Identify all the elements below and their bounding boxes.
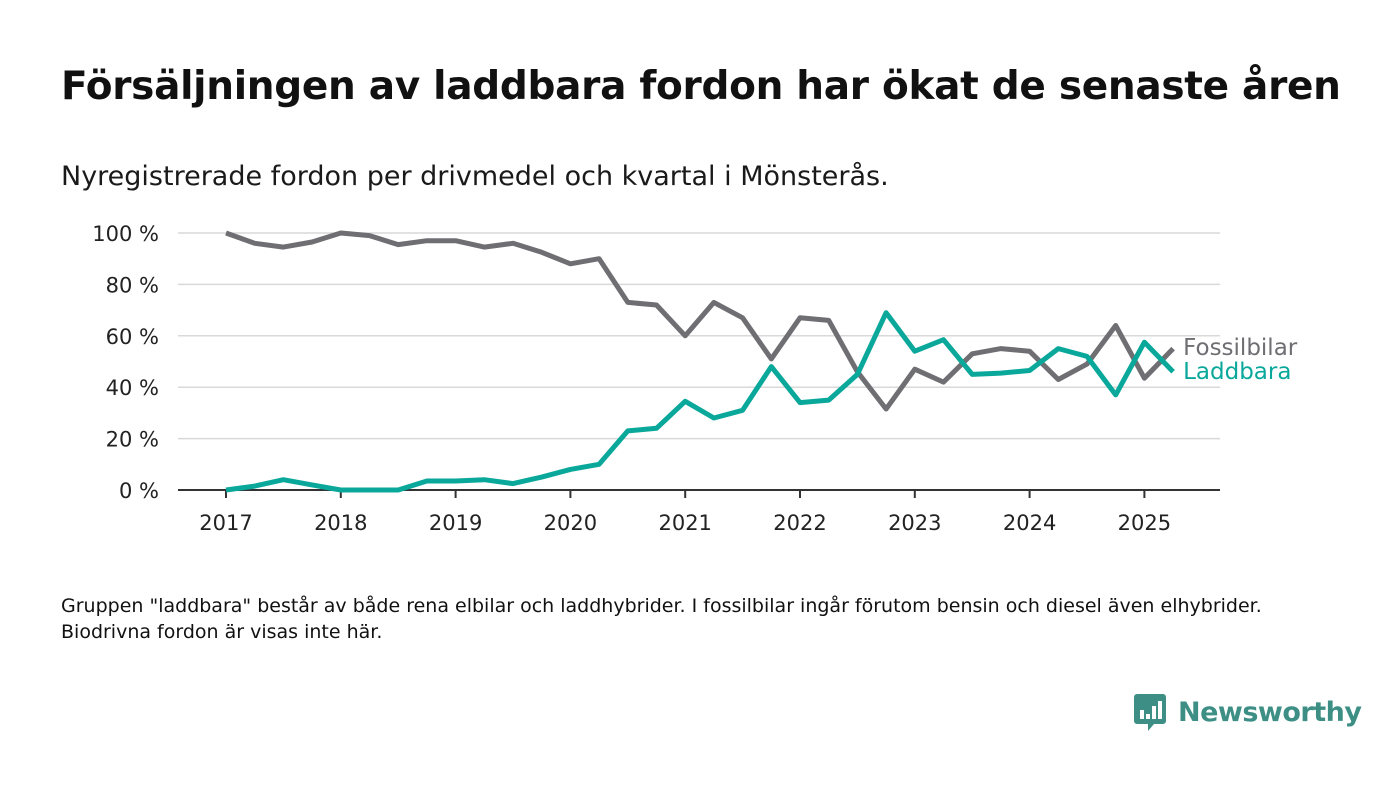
x-tick-label: 2023 [888,511,941,535]
newsworthy-logo[interactable]: Newsworthy [1133,692,1362,732]
series-label-laddbara: Laddbara [1183,359,1291,385]
series-label-fossilbilar: Fossilbilar [1183,335,1298,361]
y-tick-label: 80 % [106,273,159,297]
newsworthy-logo-icon [1134,694,1166,731]
y-tick-label: 40 % [106,376,159,400]
x-tick-label: 2018 [314,511,367,535]
x-axis: 2017 2018 2019 2020 2021 2022 2023 2024 2025 [178,489,1220,535]
x-tick-label: 2022 [773,511,826,535]
x-tick-label: 2019 [429,511,482,535]
chart-footnote: Gruppen "laddbara" består av både rena e… [61,595,1262,643]
y-tick-label: 60 % [106,325,159,349]
x-tick-label: 2020 [544,511,597,535]
series-line-fossilbilar [225,230,1175,412]
chart-subtitle: Nyregistrerade fordon per drivmedel och … [61,161,889,192]
y-axis-tick-labels: 0 % 20 % 40 % 60 % 80 % 100 % [92,222,159,503]
x-tick-label: 2024 [1003,511,1056,535]
y-tick-label: 0 % [119,479,159,503]
series-line-laddbara [225,310,1175,493]
x-tick-label: 2021 [658,511,711,535]
x-tick-label: 2017 [199,511,252,535]
y-tick-label: 100 % [92,222,159,246]
chart-title: Försäljningen av laddbara fordon har öka… [61,64,1341,109]
newsworthy-wordmark: Newsworthy [1178,696,1362,728]
line-chart: 0 % 20 % 40 % 60 % 80 % 100 % 2017 2018 2019 202… [92,222,1298,535]
x-tick-label: 2025 [1118,511,1171,535]
series-lines [225,230,1175,493]
y-tick-label: 20 % [106,428,159,452]
